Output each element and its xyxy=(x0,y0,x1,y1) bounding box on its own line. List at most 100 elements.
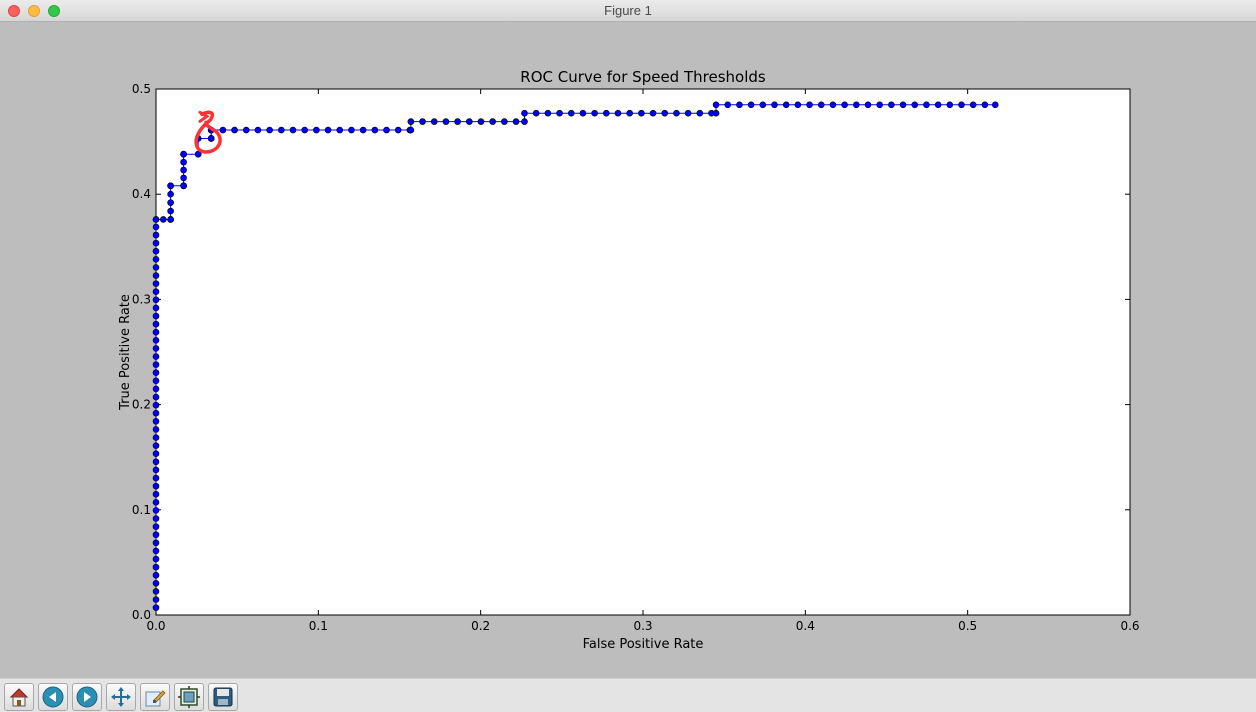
data-point xyxy=(430,118,438,125)
data-point xyxy=(180,182,187,190)
data-point xyxy=(152,385,160,393)
data-point xyxy=(180,174,187,182)
data-point xyxy=(747,101,755,109)
data-point xyxy=(394,126,402,134)
data-point xyxy=(152,571,160,579)
data-point xyxy=(591,109,598,117)
data-point xyxy=(152,523,160,530)
data-point xyxy=(152,482,160,490)
navigation-toolbar xyxy=(0,678,1256,712)
configure-subplots-button[interactable] xyxy=(174,683,204,711)
close-window-button[interactable] xyxy=(8,5,20,17)
data-point xyxy=(923,101,930,109)
data-point xyxy=(544,109,552,117)
data-point xyxy=(407,126,415,134)
x-tick-label: 0.1 xyxy=(309,619,328,633)
data-point xyxy=(152,588,160,595)
data-point xyxy=(771,101,778,109)
data-point xyxy=(934,101,942,109)
data-point xyxy=(152,596,160,603)
data-point xyxy=(152,474,160,482)
annotation-layer xyxy=(194,110,222,154)
data-point xyxy=(180,150,187,158)
data-point xyxy=(817,101,825,109)
data-point xyxy=(152,256,160,263)
data-point xyxy=(626,109,633,117)
data-point xyxy=(864,101,872,109)
data-point xyxy=(712,101,720,109)
x-tick-label: 0.2 xyxy=(471,619,490,633)
data-point xyxy=(231,126,238,134)
zoom-button[interactable] xyxy=(140,683,170,711)
data-point xyxy=(152,418,160,425)
data-point xyxy=(684,109,692,117)
data-point xyxy=(673,109,680,117)
axis-tick-labels: 0.0 0.1 0.2 0.3 0.4 0.5 0.6 0.0 0.1 0.2 0.3 0.4 0.5 xyxy=(132,82,1140,633)
data-point xyxy=(167,207,174,215)
figure-canvas[interactable]: 0.0 0.1 0.2 0.3 0.4 0.5 0.6 0.0 0.1 0.2 0.3 0.4 0.5 … xyxy=(0,22,1256,678)
data-point xyxy=(152,312,160,320)
pan-button[interactable] xyxy=(106,683,136,711)
data-point xyxy=(371,126,379,134)
data-point xyxy=(724,101,732,109)
data-point xyxy=(152,280,160,287)
data-point xyxy=(512,118,520,125)
data-point xyxy=(958,101,965,109)
data-point xyxy=(383,126,390,134)
back-button[interactable] xyxy=(38,683,68,711)
chart-title: ROC Curve for Speed Thresholds xyxy=(520,68,766,86)
data-point xyxy=(419,118,426,125)
data-point xyxy=(152,442,160,449)
data-point xyxy=(152,580,160,587)
data-point xyxy=(152,515,160,522)
y-axis-label: True Positive Rate xyxy=(118,294,133,411)
data-point xyxy=(407,118,415,125)
data-point xyxy=(442,118,450,125)
data-point xyxy=(152,231,160,239)
maximize-window-button[interactable] xyxy=(48,5,60,17)
data-point xyxy=(489,118,496,125)
data-point xyxy=(194,150,202,158)
home-button[interactable] xyxy=(4,683,34,711)
save-button[interactable] xyxy=(208,683,238,711)
data-point xyxy=(152,539,160,547)
data-point xyxy=(152,434,160,441)
window-title: Figure 1 xyxy=(604,3,652,18)
data-point xyxy=(152,401,160,409)
data-point xyxy=(152,466,160,474)
data-point xyxy=(152,426,160,433)
data-point xyxy=(266,126,273,134)
data-point xyxy=(167,182,174,190)
x-tick-label: 0.5 xyxy=(958,619,977,633)
x-tick-label: 0.0 xyxy=(146,619,165,633)
data-point xyxy=(152,499,160,506)
data-point xyxy=(152,345,160,352)
data-point xyxy=(806,101,813,109)
data-point xyxy=(991,101,999,109)
y-tick-label: 0.2 xyxy=(132,398,151,412)
data-point xyxy=(899,101,907,109)
data-point xyxy=(152,247,160,255)
data-point xyxy=(152,328,160,336)
data-point xyxy=(152,547,160,555)
data-point xyxy=(152,369,160,377)
data-point xyxy=(152,555,160,563)
data-point xyxy=(160,216,167,223)
data-point xyxy=(712,109,720,117)
data-point xyxy=(603,109,610,117)
data-point xyxy=(152,393,160,401)
data-point xyxy=(152,490,160,498)
data-point xyxy=(888,101,895,109)
y-tick-label: 0.0 xyxy=(132,608,151,622)
window-titlebar: Figure 1 xyxy=(0,0,1256,22)
data-point xyxy=(466,118,473,125)
data-point xyxy=(152,337,160,344)
data-point xyxy=(876,101,883,109)
data-point xyxy=(782,101,790,109)
data-point xyxy=(841,101,848,109)
data-point xyxy=(152,288,160,296)
data-point xyxy=(207,135,215,142)
y-tick-label: 0.5 xyxy=(132,82,151,96)
minimize-window-button[interactable] xyxy=(28,5,40,17)
forward-button[interactable] xyxy=(72,683,102,711)
